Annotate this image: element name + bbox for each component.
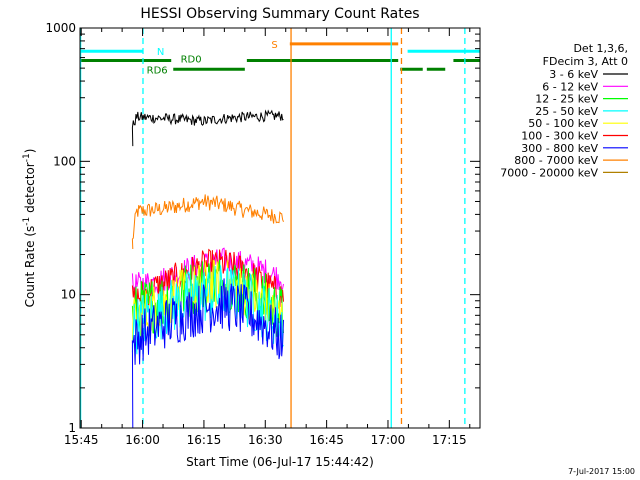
ticks-layer: 15:45 16:00 16:15 16:30 16:45 17:00 17:15 1 10 10… <box>45 21 480 447</box>
plot-frame <box>79 27 481 429</box>
x-tick-label: 16:30 <box>248 433 283 447</box>
series-line <box>131 109 284 147</box>
x-tick-label: 17:15 <box>432 433 467 447</box>
y-axis-label: Count Rate (s-1 detector-1) <box>22 149 37 308</box>
legend-entry-label: 50 - 100 keV <box>528 117 598 130</box>
series-layer <box>131 109 284 429</box>
legend-entry-label: 7000 - 20000 keV <box>500 166 598 179</box>
state-label-rd0: RD0 <box>181 55 202 66</box>
legend-entry-label: 300 - 800 keV <box>521 142 598 155</box>
y-axis-label-mid: detector <box>23 162 37 217</box>
y-axis-label-group: Count Rate (s-1 detector-1) <box>22 149 37 308</box>
y-tick-label: 10 <box>61 288 76 302</box>
y-axis-label-sup1: -1 <box>22 217 32 226</box>
legend-entry-label: 6 - 12 keV <box>542 80 598 93</box>
series-line <box>131 194 284 250</box>
series-line <box>131 278 284 429</box>
state-label-rd6: RD6 <box>147 65 168 76</box>
legend-header-1: Det 1,3,6, <box>573 42 628 55</box>
state-label-n: N <box>157 47 164 58</box>
x-tick-label: 16:15 <box>187 433 222 447</box>
legend-entry-label: 3 - 6 keV <box>549 68 598 81</box>
y-tick-label: 1 <box>68 421 76 435</box>
series-line <box>131 265 284 355</box>
legend-header-2: FDecim 3, Att 0 <box>543 55 628 68</box>
legend-entry-label: 800 - 7000 keV <box>514 154 598 167</box>
legend-entry-label: 25 - 50 keV <box>535 105 598 118</box>
state-bars-layer: N S RD0 RD6 <box>80 40 480 76</box>
series-line <box>131 247 284 298</box>
y-axis-label-end: ) <box>23 149 37 154</box>
legend-entry-label: 100 - 300 keV <box>521 130 598 143</box>
timestamp: 7-Jul-2017 15:00 <box>568 467 635 476</box>
series-line <box>131 248 284 312</box>
state-label-s: S <box>271 40 277 51</box>
x-tick-label: 17:00 <box>371 433 406 447</box>
y-tick-label: 1000 <box>45 21 76 35</box>
x-tick-label: 15:45 <box>64 433 99 447</box>
x-tick-label: 16:00 <box>125 433 160 447</box>
y-axis-label-main: Count Rate (s <box>23 226 37 308</box>
chart-title: HESSI Observing Summary Count Rates <box>140 6 419 22</box>
x-axis-label: Start Time (06-Jul-17 15:44:42) <box>186 455 374 469</box>
vlines-layer <box>79 28 466 428</box>
legend-entry-label: 12 - 25 keV <box>535 93 598 106</box>
y-tick-label: 100 <box>53 154 76 168</box>
x-tick-label: 16:45 <box>309 433 344 447</box>
y-axis-label-sup2: -1 <box>22 153 32 162</box>
